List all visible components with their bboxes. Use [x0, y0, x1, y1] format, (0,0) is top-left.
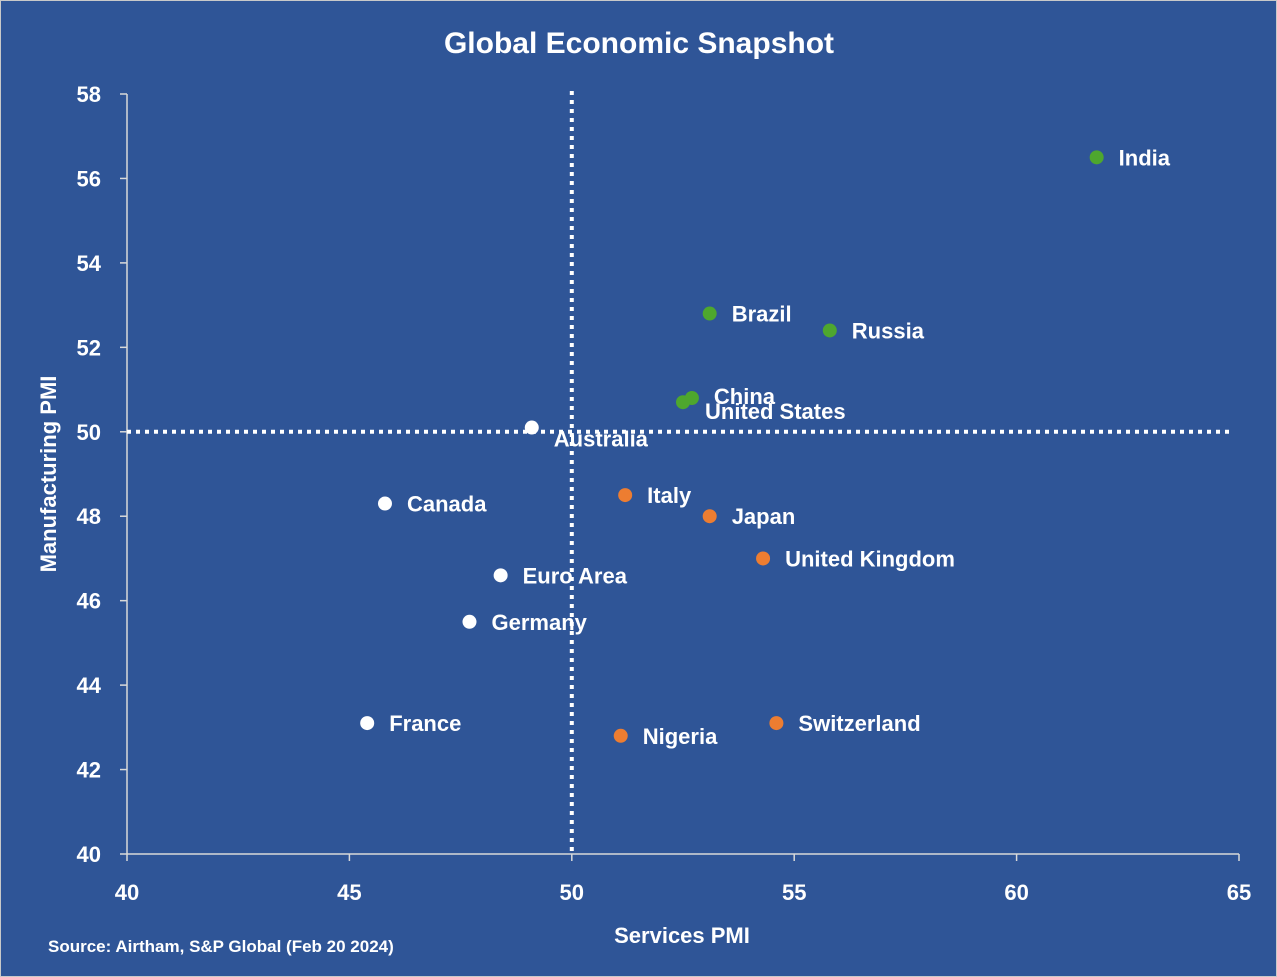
x-tick-label-60: 60	[1004, 880, 1028, 905]
point-label-india: India	[1119, 145, 1171, 170]
point-india	[1089, 150, 1104, 165]
y-axis-ticks: 40 42 44 46 48 50 52 54 56 58	[77, 82, 127, 867]
point-label-switzerland: Switzerland	[798, 711, 920, 736]
point-russia	[822, 323, 837, 338]
point-united-states	[676, 395, 690, 410]
y-tick-label-56: 56	[77, 166, 101, 191]
y-tick-label-46: 46	[77, 589, 101, 614]
y-tick-label-52: 52	[77, 335, 101, 360]
point-label-germany: Germany	[491, 610, 587, 635]
point-germany	[462, 614, 477, 629]
axes	[126, 94, 1239, 855]
point-italy	[618, 488, 633, 503]
y-tick-label-42: 42	[77, 758, 101, 783]
point-label-canada: Canada	[407, 492, 487, 517]
source-note: Source: Airtham, S&P Global (Feb 20 2024…	[48, 937, 394, 956]
point-label-euro-area: Euro Area	[523, 563, 628, 588]
y-tick-label-44: 44	[77, 673, 102, 698]
point-euro-area	[493, 568, 508, 583]
point-label-russia: Russia	[852, 318, 925, 343]
point-label-china: China	[714, 384, 776, 409]
x-tick-label-50: 50	[560, 880, 584, 905]
reference-lines	[127, 91, 1229, 854]
x-tick-label-45: 45	[337, 880, 361, 905]
point-france	[360, 716, 375, 731]
point-japan	[702, 509, 717, 524]
point-label-nigeria: Nigeria	[643, 724, 718, 749]
y-tick-label-58: 58	[77, 82, 101, 107]
x-tick-label-55: 55	[782, 880, 806, 905]
point-label-brazil: Brazil	[732, 302, 792, 327]
x-tick-label-40: 40	[115, 880, 139, 905]
data-points	[360, 150, 1104, 743]
y-axis-title: Manufacturing PMI	[36, 376, 61, 573]
point-label-italy: Italy	[647, 483, 692, 508]
x-axis-ticks: 40 45 50 55 60 65	[115, 854, 1251, 905]
point-canada	[377, 496, 392, 511]
point-united-kingdom	[756, 551, 771, 566]
point-brazil	[702, 306, 717, 321]
y-tick-label-48: 48	[77, 504, 101, 529]
y-tick-label-50: 50	[77, 420, 101, 445]
point-label-united-states: United States	[705, 399, 846, 424]
point-label-france: France	[389, 711, 461, 736]
chart-title: Global Economic Snapshot	[444, 27, 834, 60]
y-tick-label-40: 40	[77, 842, 101, 867]
point-nigeria	[613, 728, 628, 743]
point-label-australia: Australia	[554, 427, 649, 452]
x-tick-label-65: 65	[1227, 880, 1251, 905]
y-tick-label-54: 54	[77, 251, 102, 276]
x-axis-title: Services PMI	[614, 923, 750, 948]
point-label-united-kingdom: United Kingdom	[785, 546, 955, 571]
point-label-japan: Japan	[732, 504, 796, 529]
point-australia	[524, 420, 539, 435]
point-switzerland	[769, 716, 784, 731]
